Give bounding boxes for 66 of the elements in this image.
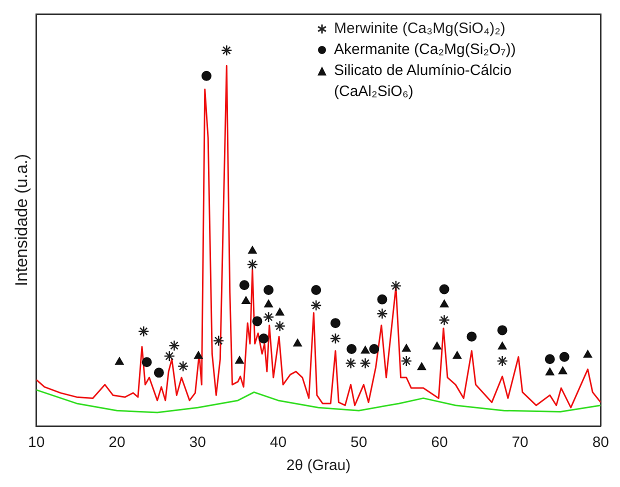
- point: [402, 344, 411, 352]
- point: [438, 314, 450, 326]
- y-axis-title: Intensidade (u.a.): [12, 154, 31, 286]
- point: [310, 300, 322, 312]
- x-tick-label: 40: [270, 434, 287, 452]
- point: [583, 350, 592, 358]
- point: [439, 284, 450, 294]
- point: [201, 70, 212, 81]
- point: [466, 332, 477, 342]
- x-tick-label: 20: [108, 434, 126, 452]
- point: [360, 358, 371, 369]
- point: [220, 44, 232, 56]
- point: [330, 332, 342, 344]
- point: [360, 346, 370, 354]
- point: [440, 300, 449, 308]
- point: [194, 351, 203, 359]
- point: [138, 326, 150, 337]
- point: [248, 246, 257, 254]
- x-tick-label: 10: [28, 434, 45, 452]
- point: [293, 338, 302, 346]
- point: [264, 300, 273, 308]
- point: [168, 340, 180, 352]
- point: [262, 311, 274, 323]
- x-tick-label: 80: [592, 434, 609, 452]
- point: [346, 344, 357, 354]
- point: [497, 325, 508, 336]
- point: [330, 318, 340, 328]
- legend-label: Akermanite (Ca₂Mg(Si₂O₇)): [334, 40, 516, 60]
- point: [164, 350, 176, 362]
- point: [498, 342, 507, 350]
- x-tick-label: 50: [350, 434, 368, 452]
- point: [496, 355, 508, 367]
- point: [212, 335, 224, 346]
- point: [376, 308, 388, 320]
- point: [417, 362, 426, 370]
- x-axis-title: 2θ (Grau): [286, 457, 351, 474]
- x-tick-label: 60: [431, 434, 448, 452]
- point: [400, 355, 412, 367]
- point: [377, 294, 388, 304]
- point: [311, 285, 322, 296]
- point: [142, 357, 152, 368]
- point: [558, 366, 568, 374]
- legend-label: Silicato de Alumínio-Cálcio (CaAl₂SiO₆): [334, 61, 513, 102]
- point: [432, 342, 442, 350]
- point: [115, 357, 124, 365]
- point: [369, 344, 380, 354]
- point: [559, 352, 570, 362]
- point: [264, 285, 274, 296]
- point: [390, 280, 402, 292]
- point: [177, 360, 189, 372]
- point: [235, 356, 244, 364]
- point: [452, 351, 462, 359]
- point: [274, 320, 286, 332]
- point: [258, 333, 269, 344]
- point: [246, 258, 258, 270]
- x-tick-label: 70: [512, 434, 528, 452]
- point: [345, 358, 356, 369]
- point: [252, 316, 262, 326]
- point: [239, 280, 250, 290]
- x-tick-label: 30: [189, 434, 206, 452]
- point: [275, 308, 284, 316]
- point: [242, 296, 250, 304]
- legend-label: Merwinite (Ca₃Mg(SiO₄)₂): [334, 19, 506, 39]
- point: [545, 368, 554, 376]
- point: [154, 368, 164, 378]
- point: [544, 354, 555, 364]
